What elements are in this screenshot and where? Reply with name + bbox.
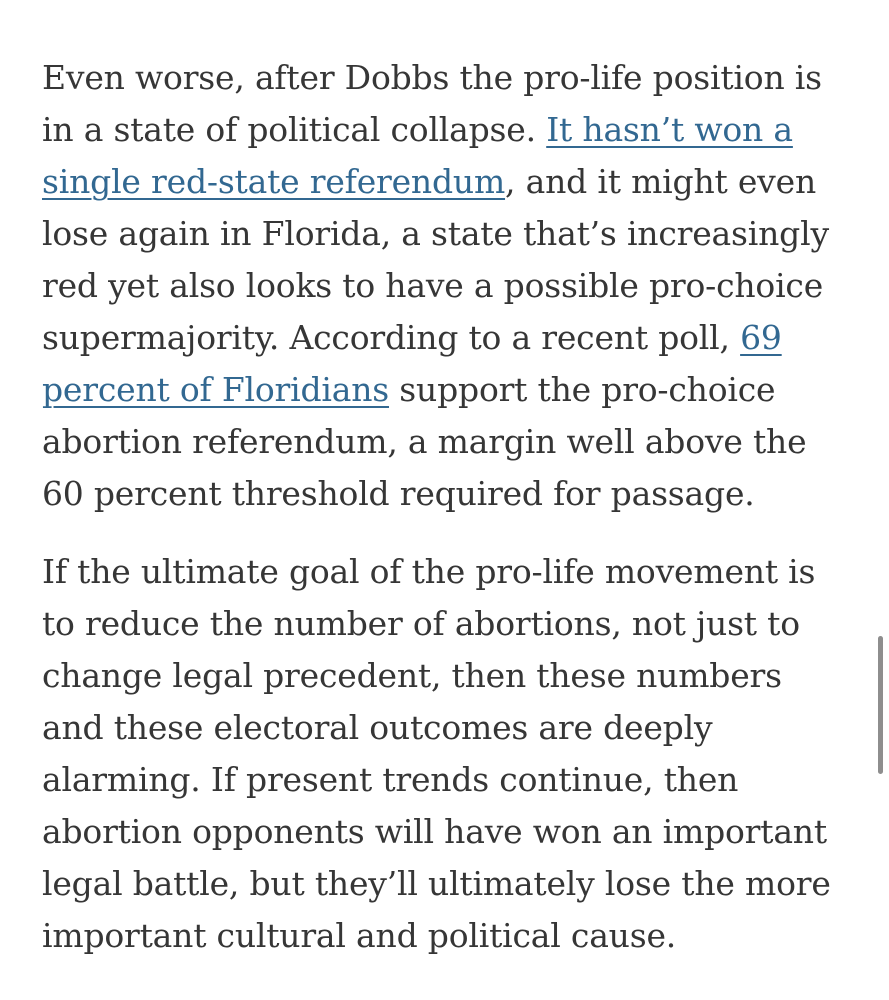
text-segment: alarming. If present trends continue, th… <box>42 760 739 799</box>
text-line: If the ultimate goal of the pro-life mov… <box>42 546 842 598</box>
text-segment: abortion referendum, a margin well above… <box>42 422 807 461</box>
text-line: abortion opponents will have won an impo… <box>42 806 842 858</box>
text-line: lose again in Florida, a state that’s in… <box>42 208 842 260</box>
text-line: single red-state referendum, and it migh… <box>42 156 842 208</box>
text-line: red yet also looks to have a possible pr… <box>42 260 842 312</box>
text-segment: in a state of political collapse. <box>42 110 547 149</box>
text-segment: change legal precedent, then these numbe… <box>42 656 782 695</box>
scrollbar-thumb[interactable] <box>878 636 883 774</box>
text-segment: legal battle, but they’ll ultimately los… <box>42 864 831 903</box>
article-paragraph: Even worse, after Dobbs the pro-life pos… <box>42 52 842 520</box>
text-segment: and these electoral outcomes are deeply <box>42 708 713 747</box>
inline-link[interactable]: 69 <box>740 318 782 357</box>
text-segment: support the pro-choice <box>389 370 776 409</box>
text-segment: , and it might even <box>505 162 817 201</box>
text-line: alarming. If present trends continue, th… <box>42 754 842 806</box>
article-paragraph: If the ultimate goal of the pro-life mov… <box>42 546 842 962</box>
text-segment: supermajority. According to a recent pol… <box>42 318 741 357</box>
text-segment: important cultural and political cause. <box>42 916 677 955</box>
text-segment: red yet also looks to have a possible pr… <box>42 266 824 305</box>
text-segment: 60 percent threshold required for passag… <box>42 474 755 513</box>
text-line: legal battle, but they’ll ultimately los… <box>42 858 842 910</box>
inline-link[interactable]: percent of Floridians <box>42 370 390 409</box>
text-line: Even worse, after Dobbs the pro-life pos… <box>42 52 842 104</box>
text-segment: to reduce the number of abortions, not j… <box>42 604 800 643</box>
text-line: 60 percent threshold required for passag… <box>42 468 842 520</box>
text-line: supermajority. According to a recent pol… <box>42 312 842 364</box>
text-segment: If the ultimate goal of the pro-life mov… <box>42 552 816 591</box>
text-line: and these electoral outcomes are deeply <box>42 702 842 754</box>
next-paragraph-cutoff <box>42 988 742 1000</box>
text-line: percent of Floridians support the pro-ch… <box>42 364 842 416</box>
text-line: abortion referendum, a margin well above… <box>42 416 842 468</box>
text-line: change legal precedent, then these numbe… <box>42 650 842 702</box>
text-segment: abortion opponents will have won an impo… <box>42 812 827 851</box>
article-body: Even worse, after Dobbs the pro-life pos… <box>42 52 842 988</box>
text-line: in a state of political collapse. It has… <box>42 104 842 156</box>
inline-link[interactable]: single red-state referendum <box>42 162 506 201</box>
text-segment: Even worse, after Dobbs the pro-life pos… <box>42 58 822 97</box>
text-line: important cultural and political cause. <box>42 910 842 962</box>
text-line: to reduce the number of abortions, not j… <box>42 598 842 650</box>
text-segment: lose again in Florida, a state that’s in… <box>42 214 829 253</box>
inline-link[interactable]: It hasn’t won a <box>546 110 793 149</box>
